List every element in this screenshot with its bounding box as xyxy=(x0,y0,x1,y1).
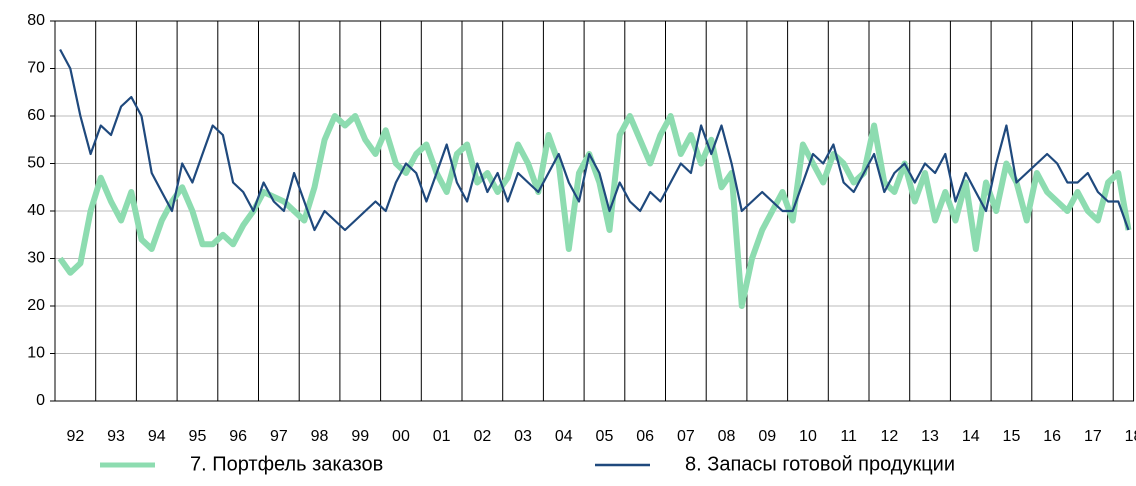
x-tick-label: 01 xyxy=(433,428,451,445)
series-line xyxy=(59,48,1130,232)
x-tick-label: 06 xyxy=(636,428,654,445)
x-tick-label: 02 xyxy=(473,428,491,445)
x-tick-label: 11 xyxy=(840,428,857,445)
x-tick-label: 94 xyxy=(148,428,166,445)
x-tick-label: 92 xyxy=(66,428,84,445)
y-tick-label: 30 xyxy=(27,250,45,267)
y-tick-label: 20 xyxy=(27,297,45,314)
x-tick-label: 15 xyxy=(1003,428,1021,445)
x-tick-label: 10 xyxy=(799,428,817,445)
x-tick-label: 00 xyxy=(392,428,410,445)
x-tick-label: 12 xyxy=(880,428,898,445)
series-line xyxy=(57,113,1132,309)
legend-label: 8. Запасы готовой продукции xyxy=(685,453,955,475)
legend-label: 7. Портфель заказов xyxy=(190,453,383,475)
y-tick-label: 70 xyxy=(27,60,45,77)
x-tick-label: 96 xyxy=(229,428,247,445)
x-tick-label: 93 xyxy=(107,428,125,445)
x-tick-label: 95 xyxy=(189,428,207,445)
x-tick-label: 99 xyxy=(351,428,369,445)
y-tick-label: 50 xyxy=(27,155,45,172)
plot-frame xyxy=(54,20,1135,402)
y-tick-label: 40 xyxy=(27,202,45,219)
y-tick-label: 10 xyxy=(27,345,45,362)
x-tick-label: 05 xyxy=(596,428,614,445)
x-tick-label: 17 xyxy=(1084,428,1102,445)
y-tick-label: 0 xyxy=(36,392,45,409)
x-tick-label: 97 xyxy=(270,428,288,445)
y-tick-label: 60 xyxy=(27,107,45,124)
x-tick-label: 07 xyxy=(677,428,695,445)
x-tick-label: 16 xyxy=(1043,428,1061,445)
x-tick-label: 08 xyxy=(718,428,736,445)
x-tick-label: 98 xyxy=(311,428,329,445)
x-tick-label: 14 xyxy=(962,428,980,445)
x-tick-label: 09 xyxy=(758,428,776,445)
x-tick-label: 18 xyxy=(1125,428,1136,445)
x-tick-label: 13 xyxy=(921,428,939,445)
x-tick-label: 03 xyxy=(514,428,532,445)
x-tick-label: 04 xyxy=(555,428,573,445)
y-tick-label: 80 xyxy=(27,12,45,29)
